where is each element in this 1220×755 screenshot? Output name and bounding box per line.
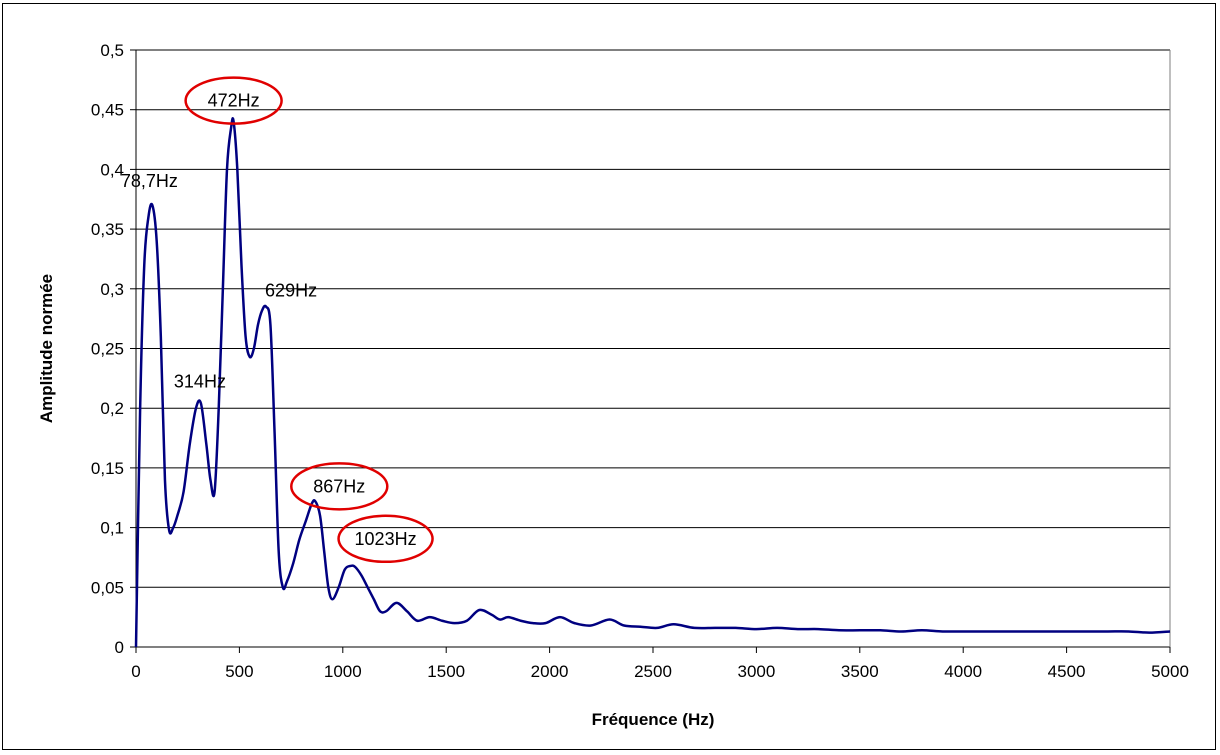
annotations: 78,7Hz 472Hz 314Hz 629Hz 867Hz 1023Hz	[121, 76, 434, 564]
x-tick-label: 1500	[427, 662, 465, 681]
peak-label: 629Hz	[265, 281, 317, 301]
series-line-0	[134, 117, 1171, 648]
y-tick-label: 0,05	[91, 578, 124, 597]
x-tick-label: 3000	[737, 662, 775, 681]
y-tick-label: 0,35	[91, 220, 124, 239]
y-axis-title: Amplitude normée	[37, 274, 56, 423]
x-tick-label: 0	[131, 662, 140, 681]
axes	[130, 49, 1171, 653]
x-tick-label: 4000	[944, 662, 982, 681]
highlight-ellipse	[184, 76, 283, 125]
grid-lines	[136, 49, 1170, 588]
y-tick-label: 0,25	[91, 340, 124, 359]
x-tick-label: 2500	[634, 662, 672, 681]
chart-frame	[2, 3, 1216, 750]
peak-label: 1023Hz	[355, 529, 417, 549]
highlight-ellipse	[290, 462, 389, 511]
x-axis-title: Fréquence (Hz)	[592, 710, 715, 729]
x-tick-label: 2000	[531, 662, 569, 681]
y-tick-label: 0	[115, 638, 124, 657]
x-tick-label: 500	[225, 662, 253, 681]
y-tick-label: 0,2	[100, 399, 124, 418]
highlight-ellipse	[337, 514, 434, 564]
peak-label: 867Hz	[313, 476, 365, 496]
y-tick-label: 0,45	[91, 101, 124, 120]
y-tick-label: 0,3	[100, 280, 124, 299]
peak-label: 472Hz	[208, 91, 260, 111]
y-tick-label: 0,1	[100, 519, 124, 538]
peak-label: 314Hz	[174, 371, 226, 391]
y-tick-label: 0,15	[91, 459, 124, 478]
series-layer	[134, 117, 1171, 648]
y-tick-label: 0,4	[100, 160, 124, 179]
y-tick-labels: 0 0,05 0,1 0,15 0,2 0,25 0,3 0,35 0,4 0,45 0,5	[91, 41, 124, 657]
y-tick-label: 0,5	[100, 41, 124, 60]
peak-label: 78,7Hz	[121, 171, 178, 191]
x-tick-label: 5000	[1151, 662, 1189, 681]
x-tick-labels: 0 500 1000 1500 2000 2500 3000 3500 4000 4500 5000	[131, 662, 1189, 681]
x-tick-label: 4500	[1048, 662, 1086, 681]
x-tick-label: 3500	[841, 662, 879, 681]
x-tick-label: 1000	[324, 662, 362, 681]
